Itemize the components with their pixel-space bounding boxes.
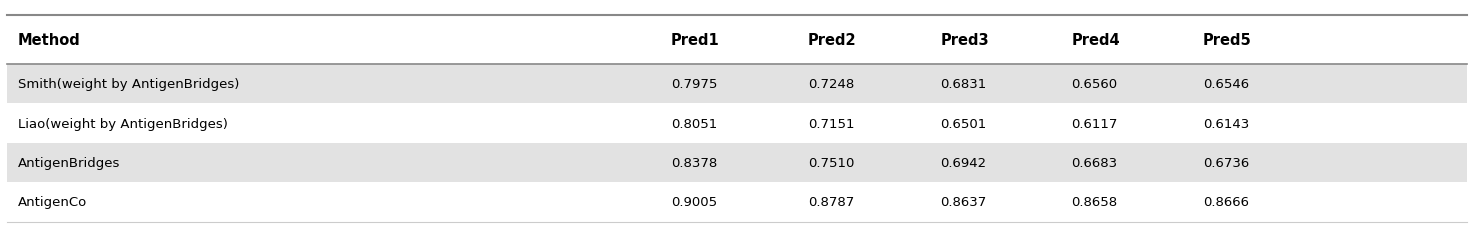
- Text: AntigenCo: AntigenCo: [18, 196, 87, 209]
- Text: Smith(weight by AntigenBridges): Smith(weight by AntigenBridges): [18, 78, 239, 91]
- Text: Pred3: Pred3: [940, 33, 989, 48]
- Text: 0.6831: 0.6831: [940, 78, 986, 91]
- Text: 0.9005: 0.9005: [671, 196, 716, 209]
- Text: AntigenBridges: AntigenBridges: [18, 156, 119, 169]
- Text: 0.6560: 0.6560: [1072, 78, 1117, 91]
- Text: Liao(weight by AntigenBridges): Liao(weight by AntigenBridges): [18, 117, 227, 130]
- Bar: [7, 143, 1467, 182]
- Text: Method: Method: [18, 33, 81, 48]
- Text: 0.8637: 0.8637: [940, 196, 986, 209]
- Text: 0.6683: 0.6683: [1072, 156, 1117, 169]
- Text: 0.6736: 0.6736: [1203, 156, 1248, 169]
- Text: 0.7151: 0.7151: [808, 117, 855, 130]
- Text: 0.6942: 0.6942: [940, 156, 986, 169]
- Text: 0.7975: 0.7975: [671, 78, 716, 91]
- Text: 0.8666: 0.8666: [1203, 196, 1248, 209]
- Text: 0.8658: 0.8658: [1072, 196, 1117, 209]
- Bar: [7, 104, 1467, 143]
- Text: 0.6546: 0.6546: [1203, 78, 1248, 91]
- Bar: [7, 182, 1467, 222]
- Text: Pred4: Pred4: [1072, 33, 1120, 48]
- Text: 0.6501: 0.6501: [940, 117, 986, 130]
- Text: Pred5: Pred5: [1203, 33, 1251, 48]
- Text: 0.8051: 0.8051: [671, 117, 716, 130]
- Text: 0.6117: 0.6117: [1072, 117, 1117, 130]
- Text: 0.6143: 0.6143: [1203, 117, 1248, 130]
- Text: Pred2: Pred2: [808, 33, 856, 48]
- Bar: [7, 65, 1467, 104]
- Text: Pred1: Pred1: [671, 33, 719, 48]
- Text: 0.7248: 0.7248: [808, 78, 853, 91]
- Text: 0.7510: 0.7510: [808, 156, 853, 169]
- Text: 0.8787: 0.8787: [808, 196, 853, 209]
- Text: 0.8378: 0.8378: [671, 156, 716, 169]
